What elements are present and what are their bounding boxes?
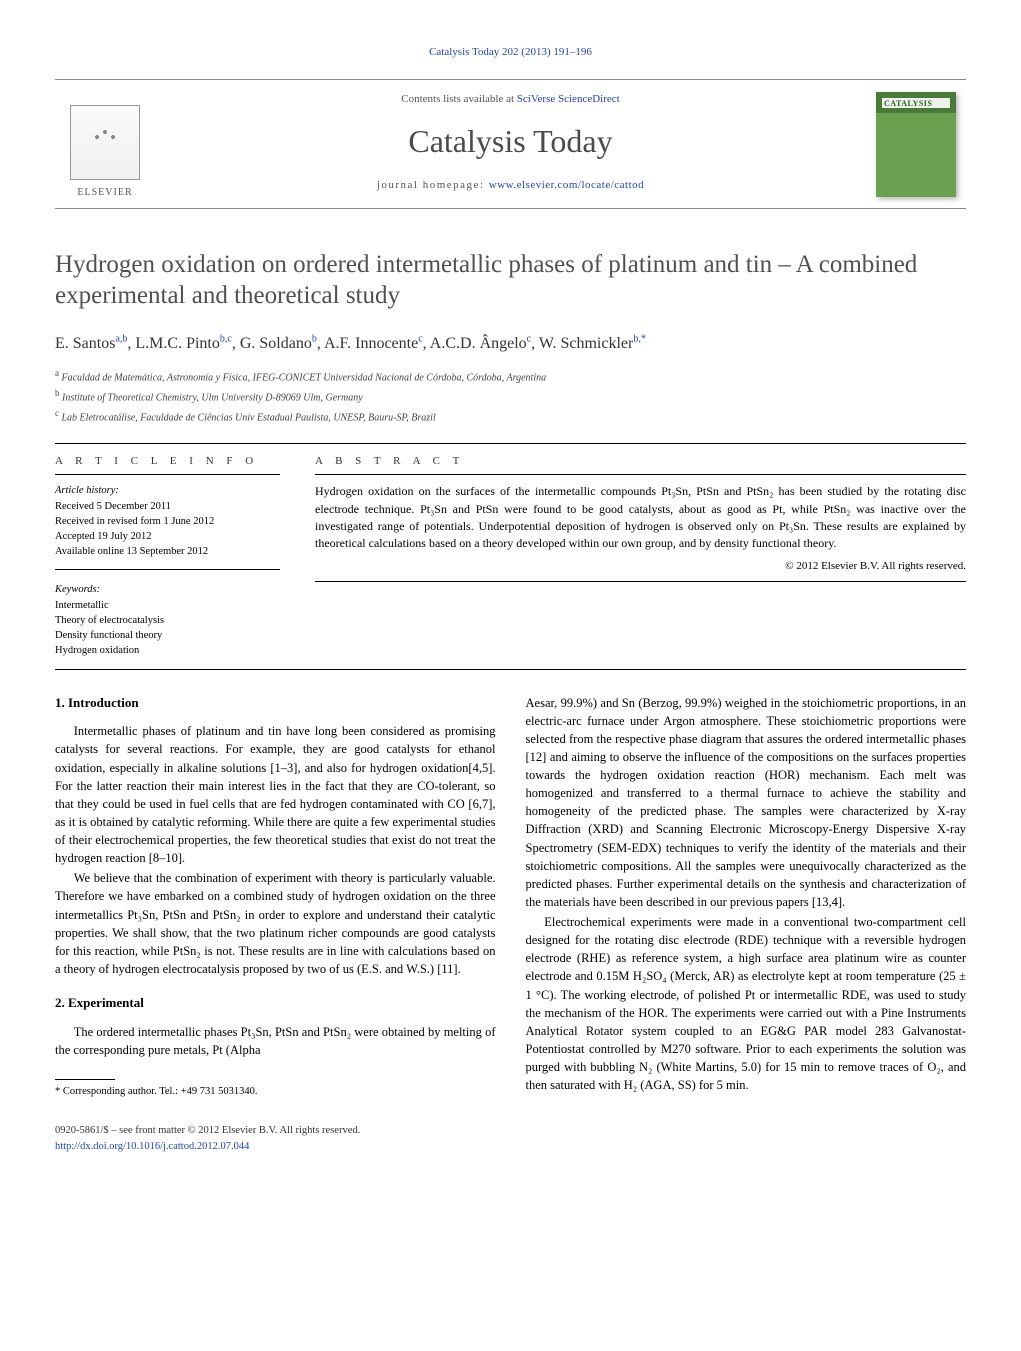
keyword: Hydrogen oxidation [55,643,280,658]
body-paragraph: Electrochemical experiments were made in… [526,913,967,1094]
divider [55,443,966,444]
affil-text: Lab Eletrocatálise, Faculdade de Ciência… [62,412,436,423]
journal-homepage-line: journal homepage: www.elsevier.com/locat… [165,178,856,194]
journal-name: Catalysis Today [165,118,856,164]
body-two-column: 1. Introduction Intermetallic phases of … [55,694,966,1102]
author-name: L.M.C. Pinto [135,335,219,352]
affiliation: a Faculdad de Matemática, Astronomía y F… [55,367,966,386]
article-info-heading: A R T I C L E I N F O [55,454,280,470]
history-line: Accepted 19 July 2012 [55,529,280,544]
section-heading-experimental: 2. Experimental [55,994,496,1013]
author-name: W. Schmickler [539,335,634,352]
sciencedirect-link[interactable]: SciVerse ScienceDirect [517,93,620,105]
affiliation: c Lab Eletrocatálise, Faculdade de Ciênc… [55,407,966,426]
history-line: Received 5 December 2011 [55,499,280,514]
section-heading-introduction: 1. Introduction [55,694,496,713]
body-paragraph: The ordered intermetallic phases Pt₃Sn, … [55,1023,496,1059]
publisher-name: ELSEVIER [77,186,132,201]
divider [315,474,966,475]
corresponding-author-note: * Corresponding author. Tel.: +49 731 50… [55,1084,496,1099]
author-affil-marker: c [527,333,531,344]
running-head: Catalysis Today 202 (2013) 191–196 [55,45,966,61]
contents-available-line: Contents lists available at SciVerse Sci… [165,92,856,108]
abstract-column: A B S T R A C T Hydrogen oxidation on th… [315,454,966,658]
author: E. Santosa,b [55,335,127,352]
issn-line: 0920-5861/$ – see front matter © 2012 El… [55,1123,966,1138]
keyword: Density functional theory [55,628,280,643]
contents-prefix: Contents lists available at [401,93,516,105]
keyword: Theory of electrocatalysis [55,613,280,628]
author: W. Schmicklerb,* [539,335,646,352]
author: A.C.D. Ângeloc [430,335,531,352]
affil-text: Faculdad de Matemática, Astronomía y Fís… [62,372,547,383]
author-list: E. Santosa,b, L.M.C. Pintob,c, G. Soldan… [55,332,966,355]
body-paragraph: Aesar, 99.9%) and Sn (Berzog, 99.9%) wei… [526,694,967,912]
article-info-column: A R T I C L E I N F O Article history: R… [55,454,280,658]
author-affil-marker: b,* [633,333,646,344]
publisher-logo-block: ELSEVIER [55,80,155,208]
journal-cover-block: CATALYSIS [866,80,966,208]
abstract-heading: A B S T R A C T [315,454,966,470]
elsevier-tree-icon [70,105,140,180]
divider [55,474,280,475]
author-affil-marker: c [418,333,422,344]
affil-marker: c [55,408,59,418]
article-title: Hydrogen oxidation on ordered intermetal… [55,249,966,312]
author: G. Soldanob [240,335,317,352]
keywords-label: Keywords: [55,582,280,597]
body-paragraph: We believe that the combination of exper… [55,869,496,978]
affiliation-list: a Faculdad de Matemática, Astronomía y F… [55,367,966,425]
divider [315,581,966,582]
affil-text: Institute of Theoretical Chemistry, Ulm … [62,392,363,403]
history-line: Received in revised form 1 June 2012 [55,514,280,529]
author-name: E. Santos [55,335,115,352]
author: L.M.C. Pintob,c [135,335,231,352]
author-affil-marker: b,c [220,333,232,344]
affil-marker: b [55,388,60,398]
author-name: A.F. Innocente [324,335,418,352]
divider [55,569,280,570]
footnote-rule [55,1079,115,1080]
abstract-copyright: © 2012 Elsevier B.V. All rights reserved… [315,559,966,575]
homepage-prefix: journal homepage: [377,179,489,191]
author: A.F. Innocentec [324,335,423,352]
author-name: A.C.D. Ângelo [430,335,527,352]
keyword: Intermetallic [55,598,280,613]
author-name: G. Soldano [240,335,312,352]
cover-label: CATALYSIS [884,98,932,110]
affiliation: b Institute of Theoretical Chemistry, Ul… [55,387,966,406]
author-affil-marker: b [312,333,317,344]
page-footer: 0920-5861/$ – see front matter © 2012 El… [55,1123,966,1153]
journal-homepage-link[interactable]: www.elsevier.com/locate/cattod [489,179,644,191]
divider [55,669,966,670]
journal-cover-thumb: CATALYSIS [876,92,956,197]
abstract-text: Hydrogen oxidation on the surfaces of th… [315,483,966,553]
doi-link[interactable]: http://dx.doi.org/10.1016/j.cattod.2012.… [55,1141,249,1152]
history-line: Available online 13 September 2012 [55,544,280,559]
body-paragraph: Intermetallic phases of platinum and tin… [55,722,496,867]
affil-marker: a [55,368,59,378]
journal-masthead: ELSEVIER Contents lists available at Sci… [55,79,966,209]
author-affil-marker: a,b [115,333,127,344]
history-label: Article history: [55,483,280,498]
